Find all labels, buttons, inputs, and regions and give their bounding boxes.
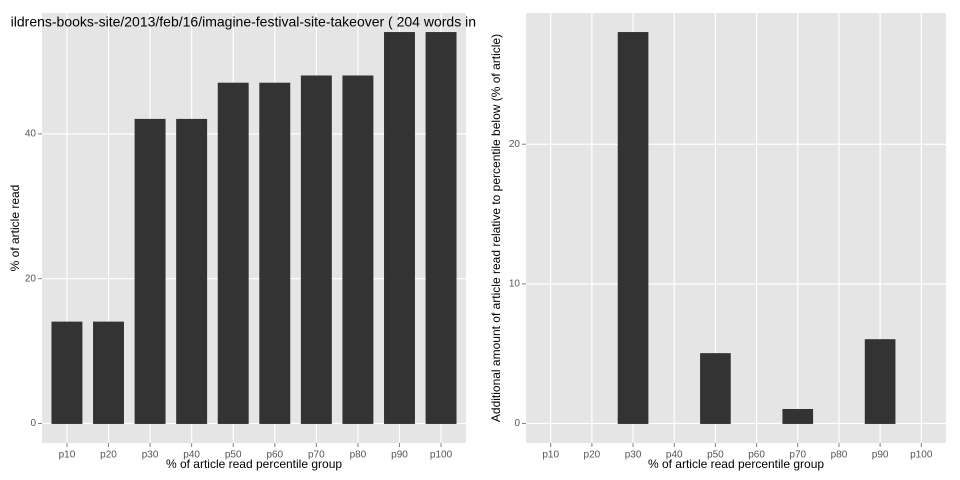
y-tick-label: 20 xyxy=(25,273,37,284)
x-tick-label: p90 xyxy=(391,450,408,461)
bar xyxy=(425,32,457,424)
bar xyxy=(134,118,166,424)
y-axis-label: Additional amount of article read relati… xyxy=(489,34,503,422)
bar xyxy=(51,321,83,424)
bar xyxy=(700,353,731,424)
y-tick-label: 10 xyxy=(509,278,521,289)
x-axis-label: % of article read percentile group xyxy=(648,457,824,471)
x-tick-label: p80 xyxy=(831,450,848,461)
bar xyxy=(384,32,415,424)
x-tick-label: p60 xyxy=(266,450,283,461)
y-tick-label: 0 xyxy=(30,418,36,429)
x-tick-label: p80 xyxy=(350,450,367,461)
x-tick-label: p20 xyxy=(584,450,601,461)
bar xyxy=(617,32,649,424)
x-tick-label: p60 xyxy=(748,450,765,461)
x-tick-label: p20 xyxy=(100,450,117,461)
y-tick-label: 0 xyxy=(514,418,520,429)
bar xyxy=(176,118,208,424)
x-tick-label: p50 xyxy=(707,450,724,461)
x-tick-label: p90 xyxy=(872,450,889,461)
x-tick-label: p40 xyxy=(666,450,683,461)
bar xyxy=(217,82,249,424)
x-tick-label: p30 xyxy=(625,450,642,461)
bar xyxy=(782,408,814,424)
bar xyxy=(864,339,896,424)
x-tick-label: p10 xyxy=(59,450,76,461)
bar xyxy=(259,82,291,424)
x-tick-label: p100 xyxy=(430,450,453,461)
x-axis-label: % of article read percentile group xyxy=(166,457,342,471)
x-tick-label: p50 xyxy=(225,450,242,461)
x-tick-label: p40 xyxy=(183,450,200,461)
x-tick-label: p70 xyxy=(789,450,806,461)
x-tick-label: p70 xyxy=(308,450,325,461)
x-tick-label: p30 xyxy=(142,450,159,461)
y-axis-label: % of article read xyxy=(8,185,22,272)
y-tick-label: 40 xyxy=(25,129,37,140)
bar xyxy=(300,75,332,424)
bar xyxy=(342,75,374,424)
bar xyxy=(93,321,124,424)
x-tick-label: p10 xyxy=(542,450,559,461)
x-tick-label: p100 xyxy=(910,450,933,461)
y-tick-label: 20 xyxy=(509,139,521,150)
chart-title: ildrens-books-site/2013/feb/16/imagine-f… xyxy=(11,14,476,30)
